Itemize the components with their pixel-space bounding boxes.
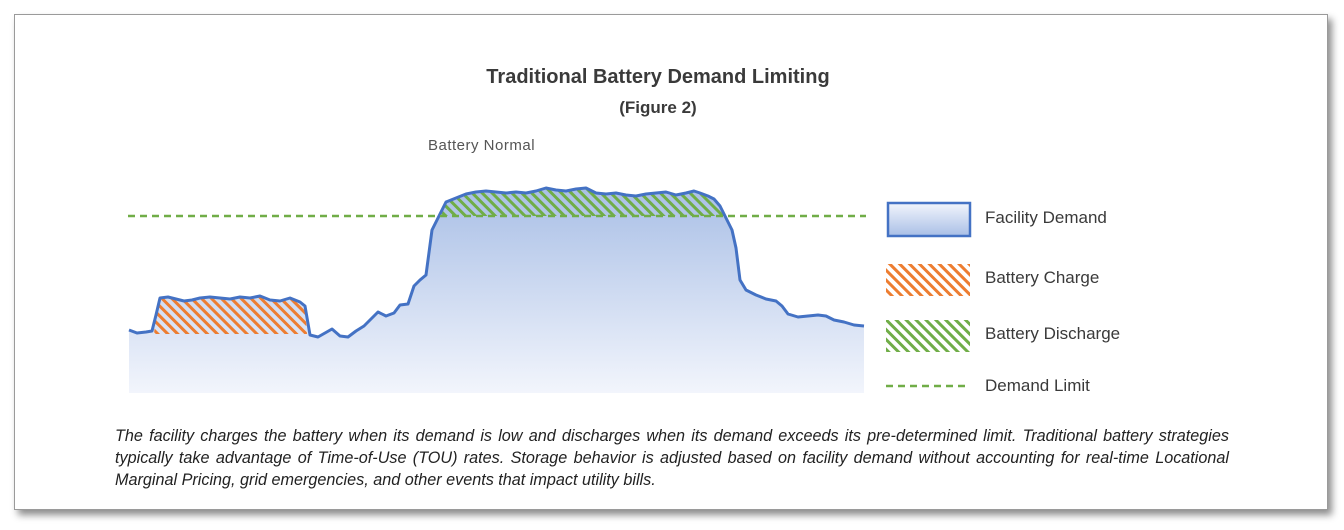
facility-demand-line (128, 186, 865, 339)
legend-swatch-battery-discharge (886, 320, 970, 352)
facility-demand-area (129, 188, 864, 393)
legend-label-battery-charge: Battery Charge (985, 268, 1100, 287)
legend-swatch-battery-charge (886, 264, 970, 296)
legend-swatch-facility-demand (886, 201, 972, 238)
legend-label-battery-discharge: Battery Discharge (985, 324, 1121, 343)
legend-label-facility-demand: Facility Demand (985, 208, 1107, 227)
figure-caption: The facility charges the battery when it… (115, 427, 1229, 489)
figure-subtitle: (Figure 2) (619, 98, 697, 117)
battery-charge-region (154, 296, 307, 334)
battery-normal-annotation: Battery Normal (428, 137, 536, 154)
figure-title: Traditional Battery Demand Limiting (486, 66, 830, 88)
legend-label-demand-limit: Demand Limit (985, 376, 1090, 395)
battery-discharge-region (441, 188, 724, 216)
